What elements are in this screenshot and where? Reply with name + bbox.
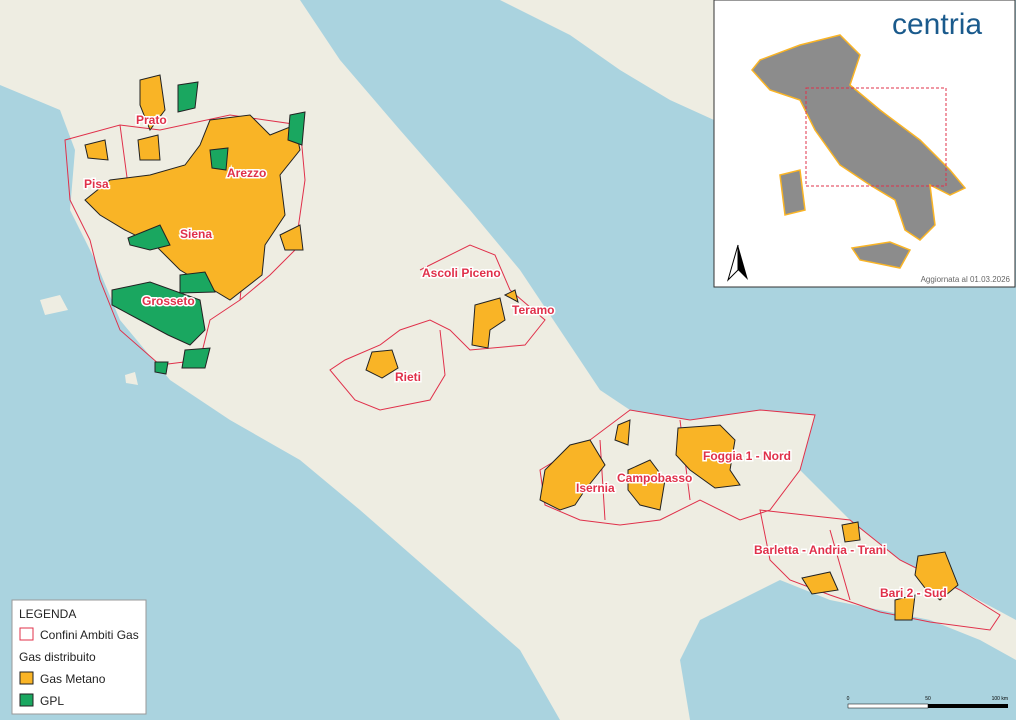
region-label: Arezzo xyxy=(227,166,266,180)
legend-box xyxy=(11,599,147,715)
inset-extent xyxy=(805,87,947,187)
scale-label: 0 xyxy=(847,696,850,702)
north-arrow xyxy=(738,245,748,280)
region-label: Campobasso xyxy=(617,471,692,485)
region-label: Teramo xyxy=(512,303,554,317)
legend-entry: Confini Ambiti Gas xyxy=(40,628,139,642)
inset: centria Aggiornata al 01.03.2026 xyxy=(713,0,1016,288)
gpl-areas xyxy=(111,81,306,375)
scale-label: 50 xyxy=(925,696,931,702)
legend-section: Gas distribuito xyxy=(19,650,96,664)
scale-bar: 0 50 100 km xyxy=(847,696,1008,709)
region-labels: Prato Pisa Arezzo Siena Grosseto Ascoli … xyxy=(83,112,949,602)
legend-swatch xyxy=(19,693,34,707)
legend-title: LEGENDA xyxy=(19,607,76,621)
legend-swatch xyxy=(19,671,34,685)
region-label: Foggia 1 - Nord xyxy=(703,449,791,463)
scale-label: 100 km xyxy=(992,696,1008,702)
scale-segment xyxy=(847,703,929,709)
region-label: Ascoli Piceno xyxy=(422,266,501,280)
legend-entry: GPL xyxy=(40,694,64,708)
legend-entry: Gas Metano xyxy=(40,672,106,686)
scale-segment xyxy=(928,704,1008,708)
region-label: Isernia xyxy=(576,481,615,495)
region-label: Barletta - Andria - Trani xyxy=(754,543,886,557)
region-label: Prato xyxy=(136,113,167,127)
legend-swatch xyxy=(19,627,34,641)
gas-metano-areas xyxy=(84,74,959,621)
balkan-land xyxy=(500,0,714,120)
region-label: Siena xyxy=(180,227,212,241)
islands xyxy=(40,295,138,385)
region-label: Bari 2 - Sud xyxy=(880,586,947,600)
inset-italy xyxy=(751,34,967,269)
update-date: Aggiornata al 01.03.2026 xyxy=(921,275,1011,284)
region-label: Rieti xyxy=(395,370,421,384)
logo: centria xyxy=(892,8,982,41)
region-label: Grosseto xyxy=(142,294,195,308)
region-label: Pisa xyxy=(84,177,109,191)
legend: LEGENDA Confini Ambiti Gas Gas distribui… xyxy=(11,599,147,715)
